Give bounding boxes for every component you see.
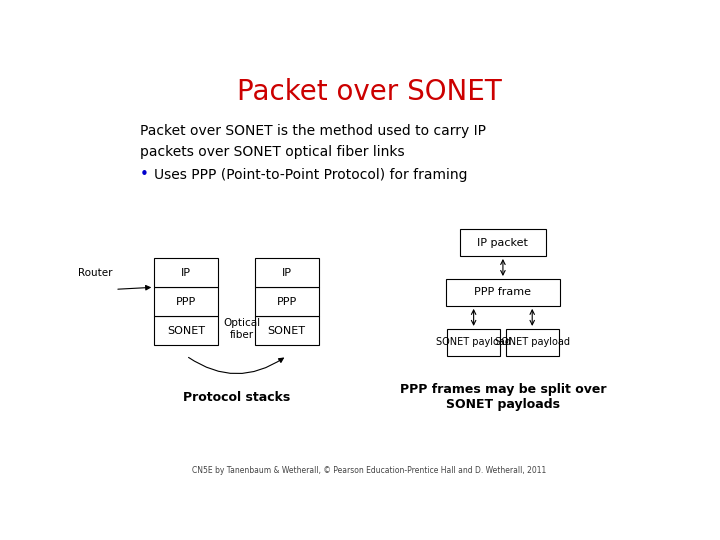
Text: Protocol stacks: Protocol stacks	[183, 391, 290, 404]
Text: SONET payload: SONET payload	[436, 338, 511, 347]
Text: PPP: PPP	[276, 297, 297, 307]
FancyBboxPatch shape	[459, 229, 546, 256]
Text: Uses PPP (Point-to-Point Protocol) for framing: Uses PPP (Point-to-Point Protocol) for f…	[154, 168, 468, 182]
Text: IP packet: IP packet	[477, 238, 528, 247]
FancyBboxPatch shape	[154, 287, 218, 316]
FancyBboxPatch shape	[447, 329, 500, 356]
Text: Router: Router	[78, 268, 112, 278]
Text: packets over SONET optical fiber links: packets over SONET optical fiber links	[140, 145, 405, 159]
Text: PPP frames may be split over
SONET payloads: PPP frames may be split over SONET paylo…	[400, 383, 606, 411]
Text: IP: IP	[282, 268, 292, 278]
FancyBboxPatch shape	[505, 329, 559, 356]
Text: SONET: SONET	[167, 326, 205, 336]
FancyBboxPatch shape	[255, 287, 319, 316]
Text: SONET payload: SONET payload	[495, 338, 570, 347]
Text: SONET: SONET	[268, 326, 306, 336]
Text: Optical
fiber: Optical fiber	[223, 318, 261, 340]
FancyBboxPatch shape	[154, 258, 218, 287]
Text: PPP frame: PPP frame	[474, 287, 531, 298]
Text: IP: IP	[181, 268, 192, 278]
FancyBboxPatch shape	[154, 316, 218, 346]
FancyBboxPatch shape	[255, 258, 319, 287]
Text: Packet over SONET is the method used to carry IP: Packet over SONET is the method used to …	[140, 124, 486, 138]
Text: Packet over SONET: Packet over SONET	[237, 78, 501, 106]
FancyBboxPatch shape	[255, 316, 319, 346]
FancyBboxPatch shape	[446, 279, 560, 306]
Text: PPP: PPP	[176, 297, 197, 307]
Text: •: •	[140, 167, 149, 183]
Text: CN5E by Tanenbaum & Wetherall, © Pearson Education-Prentice Hall and D. Wetheral: CN5E by Tanenbaum & Wetherall, © Pearson…	[192, 465, 546, 475]
